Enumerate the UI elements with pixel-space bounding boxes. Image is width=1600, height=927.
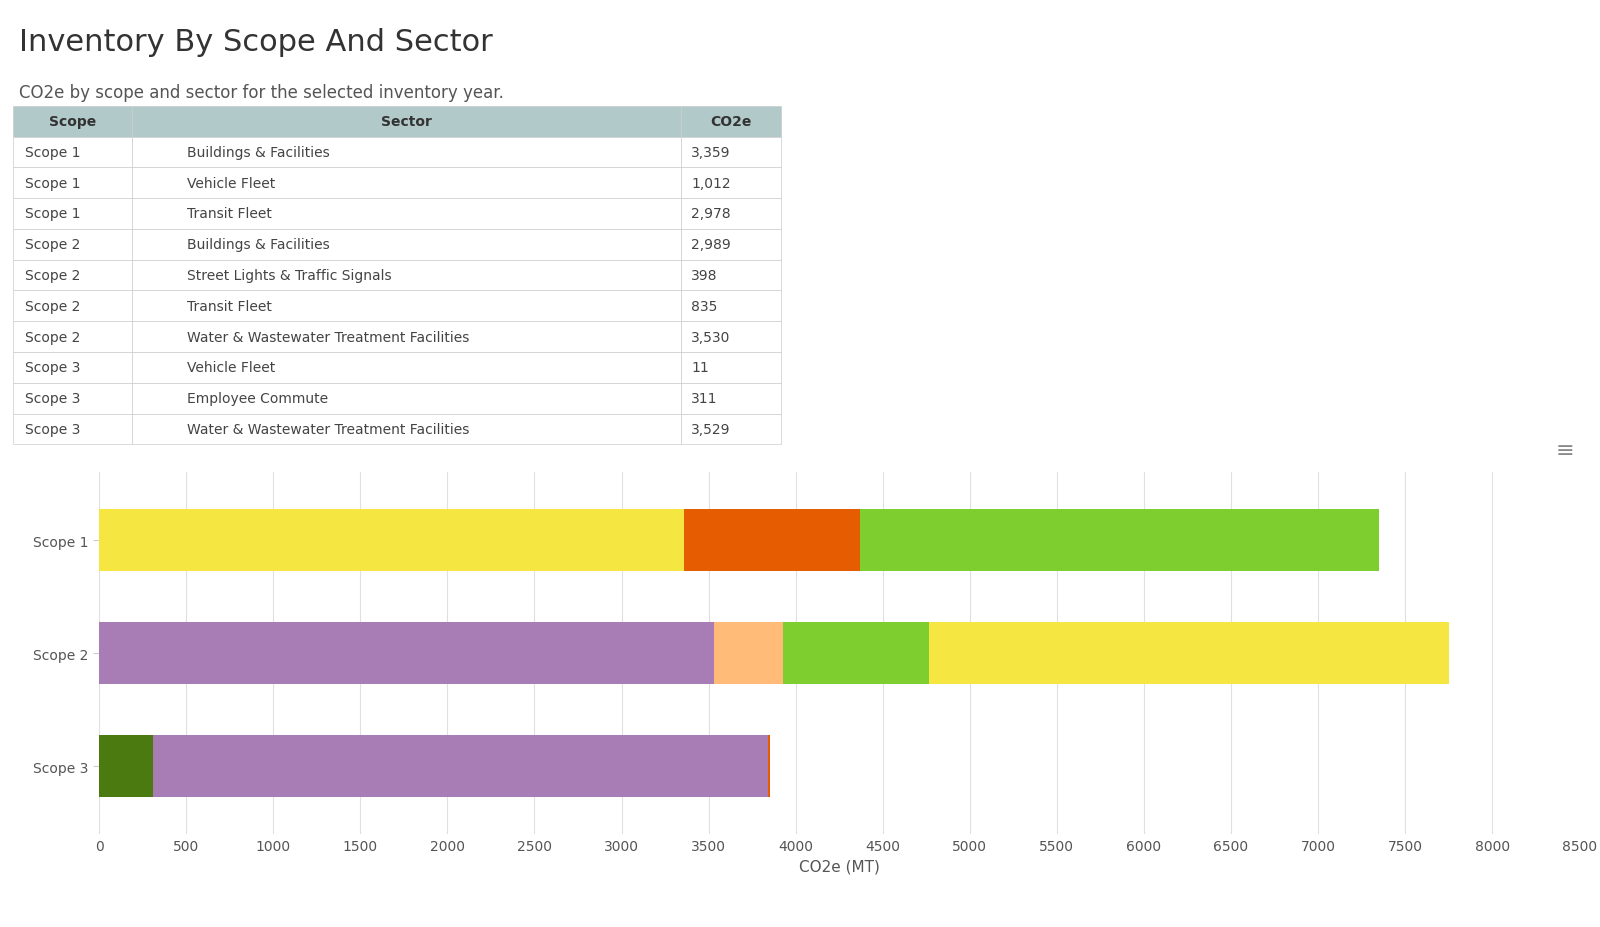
Bar [928,622,1450,685]
Bar [154,735,768,797]
Bar [782,622,928,685]
Text: ≡: ≡ [1555,440,1574,461]
Bar [861,510,1379,572]
Text: CO2e by scope and sector for the selected inventory year.: CO2e by scope and sector for the selecte… [19,83,504,101]
X-axis label: CO2e (MT): CO2e (MT) [798,858,880,873]
Bar [714,622,782,685]
Bar [99,622,714,685]
Bar [99,510,685,572]
Text: Inventory By Scope And Sector: Inventory By Scope And Sector [19,28,493,57]
Bar [685,510,861,572]
Bar [768,735,770,797]
Bar [99,735,154,797]
